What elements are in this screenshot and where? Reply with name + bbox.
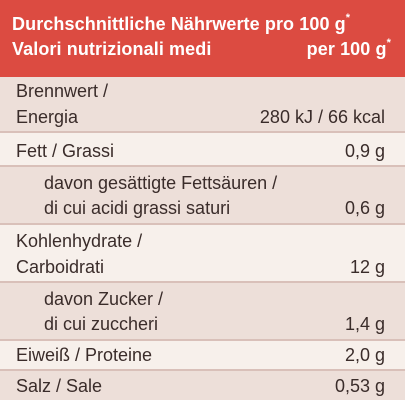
table-header: Durchschnittliche Nährwerte pro 100 g* V…	[0, 0, 405, 77]
footnote-mark: *	[386, 37, 391, 49]
table-row-protein: Eiweiß / Proteine 2,0 g	[0, 341, 405, 371]
row-label: Salz / Sale	[16, 376, 103, 396]
header-title-it-text: Valori nutrizionali medi	[12, 39, 212, 59]
header-title-de: Durchschnittliche Nährwerte pro 100 g*	[12, 12, 391, 35]
footnote-mark: *	[345, 12, 351, 24]
table-row-sugars: davon Zucker / di cui zuccheri 1,4 g	[0, 283, 405, 341]
header-title-de-text: Durchschnittliche Nährwerte pro 100 g	[12, 14, 346, 34]
table-row-saturated-fat: davon gesättigte Fettsäuren / di cui aci…	[0, 167, 405, 225]
row-value: 1,4 g	[344, 314, 385, 334]
row-label: Eiweiß / Proteine	[16, 345, 153, 365]
row-label: Fett / Grassi	[16, 141, 115, 161]
row-label-it: di cui zuccheri	[44, 314, 159, 334]
row-value: 0,9 g	[344, 141, 385, 161]
row-value: 0,53 g	[334, 376, 385, 396]
table-row-salt: Salz / Sale 0,53 g	[0, 371, 405, 400]
table-row-fat: Fett / Grassi 0,9 g	[0, 133, 405, 167]
row-value: 2,0 g	[344, 345, 385, 365]
table-row-carbohydrates: Kohlenhydrate / Carboidrati 12 g	[0, 225, 405, 283]
row-label-de: Brennwert /	[16, 81, 109, 101]
row-label-it: Carboidrati	[16, 257, 105, 277]
row-label-de: Kohlenhydrate /	[16, 231, 143, 251]
row-label-de: davon Zucker /	[44, 289, 164, 309]
header-per-100g-text: per 100 g	[306, 39, 387, 59]
header-title-it: Valori nutrizionali medi per 100 g*	[12, 37, 391, 60]
row-value: 280 kJ / 66 kcal	[259, 107, 385, 127]
row-value: 0,6 g	[344, 198, 385, 218]
table-row-energy: Brennwert / Energia 280 kJ / 66 kcal	[0, 77, 405, 133]
header-per-100g: per 100 g*	[306, 37, 391, 60]
row-label-it: Energia	[16, 107, 79, 127]
row-label-de: davon gesättigte Fettsäuren /	[44, 173, 278, 193]
row-value: 12 g	[349, 257, 385, 277]
row-label-it: di cui acidi grassi saturi	[44, 198, 231, 218]
